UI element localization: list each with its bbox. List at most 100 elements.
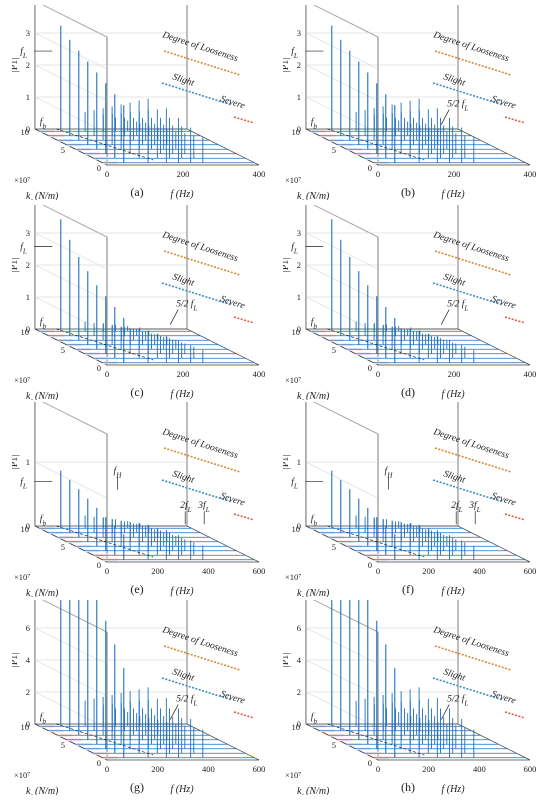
grid-line <box>305 264 379 302</box>
z-tick-label: 2 <box>26 60 30 70</box>
f-tick-label: 0 <box>105 566 109 576</box>
z-tick-label: 0 <box>297 719 301 729</box>
panel-caption: (g) <box>130 780 144 794</box>
legend-arrow-orange <box>163 447 241 473</box>
legend-severe: Severe <box>490 689 517 706</box>
legend-severe: Severe <box>490 491 517 508</box>
z-tick-label: 2 <box>297 687 301 697</box>
legend-arrow-blue <box>161 82 233 106</box>
annotation-fL: fL <box>20 477 27 491</box>
annotation-fb: fb <box>40 711 47 725</box>
grid-line <box>34 691 108 729</box>
z-tick-label: 0 <box>26 521 30 531</box>
legend-arrow-blue <box>432 479 504 503</box>
k-tick-label: 0 <box>97 163 101 173</box>
f-axis-label: f (Hz) <box>170 189 194 200</box>
f-tick-label: 400 <box>524 169 537 179</box>
f-tick-label: 200 <box>448 369 461 379</box>
z-tick-label: 3 <box>297 228 301 238</box>
z-tick-label: 8 <box>297 600 301 601</box>
grid-line <box>305 627 379 665</box>
k-axis-label: kl (N/m) <box>26 191 59 200</box>
legend-arrow-orange <box>434 250 512 276</box>
annotation-3fL: 3fL <box>468 500 480 514</box>
z-tick-label: 2 <box>297 402 301 403</box>
annotation-arrow <box>440 109 450 125</box>
k-axis-label: kl (N/m) <box>297 588 330 597</box>
grid-line <box>305 296 379 334</box>
legend-arrow-blue <box>161 479 233 503</box>
dashed-fL-line <box>327 525 425 558</box>
k-tick-label: 10 <box>21 722 30 732</box>
legend-severe: Severe <box>490 294 517 311</box>
k-tick-label: 0 <box>97 363 101 373</box>
legend-arrow-orange <box>163 645 241 671</box>
f-tick-label: 200 <box>448 169 461 179</box>
grid-line <box>313 402 379 435</box>
z-axis-label: |P1| <box>12 653 20 668</box>
legend-arrow-blue <box>161 282 233 306</box>
annotation-2fL: 2fL <box>180 500 191 514</box>
legend-arrow-red <box>504 513 526 521</box>
grid-line <box>34 627 108 665</box>
k-tick-label: 10 <box>21 327 30 337</box>
annotation-fL: fL <box>291 477 298 491</box>
grid-line <box>34 461 108 499</box>
panel-caption: (e) <box>130 582 143 596</box>
annotation-arrow <box>169 309 179 325</box>
dashed-fL-line <box>56 723 154 756</box>
grid-line <box>305 64 379 102</box>
z-axis-label: |P1| <box>12 58 20 73</box>
f-tick-label: 200 <box>422 764 435 774</box>
legend-arrow-blue <box>161 677 233 701</box>
grid-line <box>313 5 379 38</box>
f-tick-label: 400 <box>253 369 266 379</box>
legend-severe: Severe <box>490 94 517 111</box>
annotation-fL: fL <box>291 46 298 60</box>
f-tick-label: 200 <box>422 566 435 576</box>
annotation-fL: fL <box>20 46 27 60</box>
legend-severe: Severe <box>219 94 246 111</box>
k-scale-label: ×10⁷ <box>285 175 301 185</box>
f-tick-label: 400 <box>253 169 266 179</box>
legend-arrow-blue <box>432 282 504 306</box>
annotation-3fL: 3fL <box>197 500 209 514</box>
legend-arrow-red <box>504 711 526 719</box>
z-tick-label: 1 <box>26 457 30 467</box>
f-tick-label: 400 <box>524 369 537 379</box>
k-tick-label: 5 <box>61 345 65 355</box>
grid-line <box>305 691 379 729</box>
panel-caption: (f) <box>402 582 414 596</box>
f-axis-label: f (Hz) <box>170 784 194 795</box>
k-scale-label: ×10⁷ <box>14 175 30 185</box>
dashed-fL-line <box>327 328 425 361</box>
k-axis-label: kl (N/m) <box>26 391 59 400</box>
annotation-fH: fH <box>114 466 123 480</box>
k-tick-label: 0 <box>368 363 372 373</box>
f-tick-label: 400 <box>202 764 215 774</box>
annotation-fH: fH <box>385 466 394 480</box>
f-tick-label: 0 <box>105 369 109 379</box>
k-scale-label: ×10⁷ <box>285 572 301 582</box>
z-tick-label: 2 <box>297 260 301 270</box>
grid-line <box>305 96 379 134</box>
annotation-fraction: 5/2 fL <box>447 299 468 313</box>
z-tick-label: 1 <box>297 457 301 467</box>
panel-caption: (h) <box>401 780 415 794</box>
k-tick-label: 5 <box>332 145 336 155</box>
z-tick-label: 1 <box>26 92 30 102</box>
k-tick-label: 5 <box>61 542 65 552</box>
k-scale-label: ×10⁷ <box>285 770 301 780</box>
annotation-arrow <box>169 704 179 720</box>
f-tick-label: 200 <box>177 169 190 179</box>
dashed-fL-line <box>56 328 154 361</box>
annotation-arrow <box>440 704 450 720</box>
dashed-fL-line <box>56 128 154 161</box>
